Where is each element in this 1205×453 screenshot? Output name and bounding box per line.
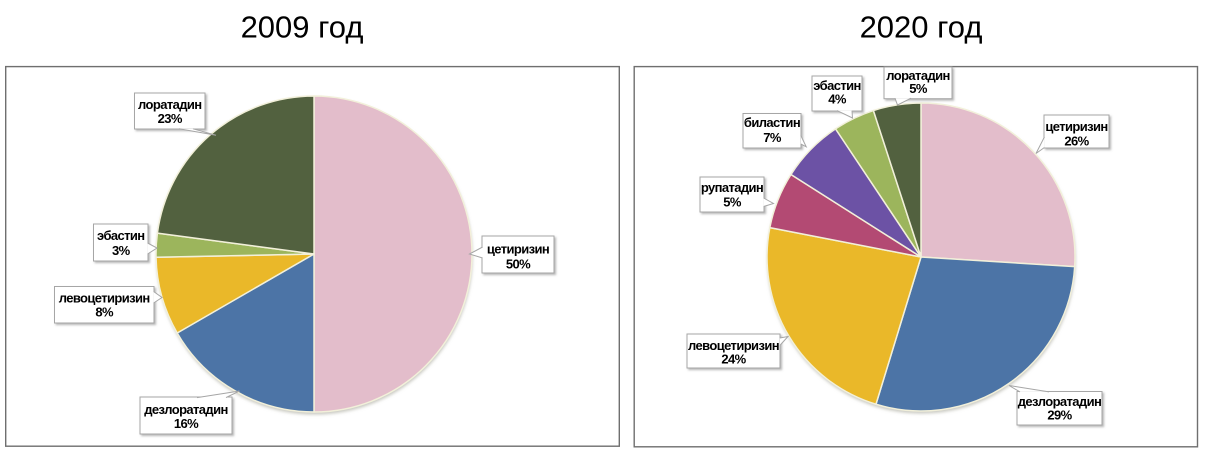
- svg-text:рупатадин: рупатадин: [701, 180, 763, 195]
- svg-text:5%: 5%: [909, 81, 928, 96]
- svg-text:50%: 50%: [506, 257, 531, 272]
- svg-text:дезлоратадин: дезлоратадин: [1018, 394, 1101, 409]
- svg-text:26%: 26%: [1064, 133, 1089, 148]
- svg-text:4%: 4%: [828, 92, 847, 107]
- svg-text:2020 год: 2020 год: [860, 10, 983, 45]
- svg-text:8%: 8%: [95, 304, 114, 319]
- svg-text:биластин: биластин: [744, 115, 800, 130]
- svg-text:23%: 23%: [158, 111, 183, 126]
- svg-text:эбастин: эбастин: [97, 228, 145, 243]
- svg-text:цетиризин: цетиризин: [487, 242, 549, 257]
- svg-text:дезлоратадин: дезлоратадин: [144, 402, 227, 417]
- svg-text:эбастин: эбастин: [813, 78, 861, 93]
- svg-text:левоцетиризин: левоцетиризин: [59, 291, 150, 306]
- svg-text:24%: 24%: [721, 351, 746, 366]
- svg-text:16%: 16%: [174, 416, 199, 431]
- svg-text:3%: 3%: [112, 243, 131, 258]
- svg-text:левоцетиризин: левоцетиризин: [688, 338, 779, 353]
- svg-text:5%: 5%: [723, 194, 742, 209]
- svg-text:2009 год: 2009 год: [241, 10, 364, 45]
- svg-text:лоратадин: лоратадин: [886, 68, 950, 83]
- svg-text:цетиризин: цетиризин: [1045, 119, 1107, 134]
- svg-text:лоратадин: лоратадин: [138, 97, 202, 112]
- svg-text:29%: 29%: [1047, 408, 1072, 423]
- svg-text:7%: 7%: [763, 130, 782, 145]
